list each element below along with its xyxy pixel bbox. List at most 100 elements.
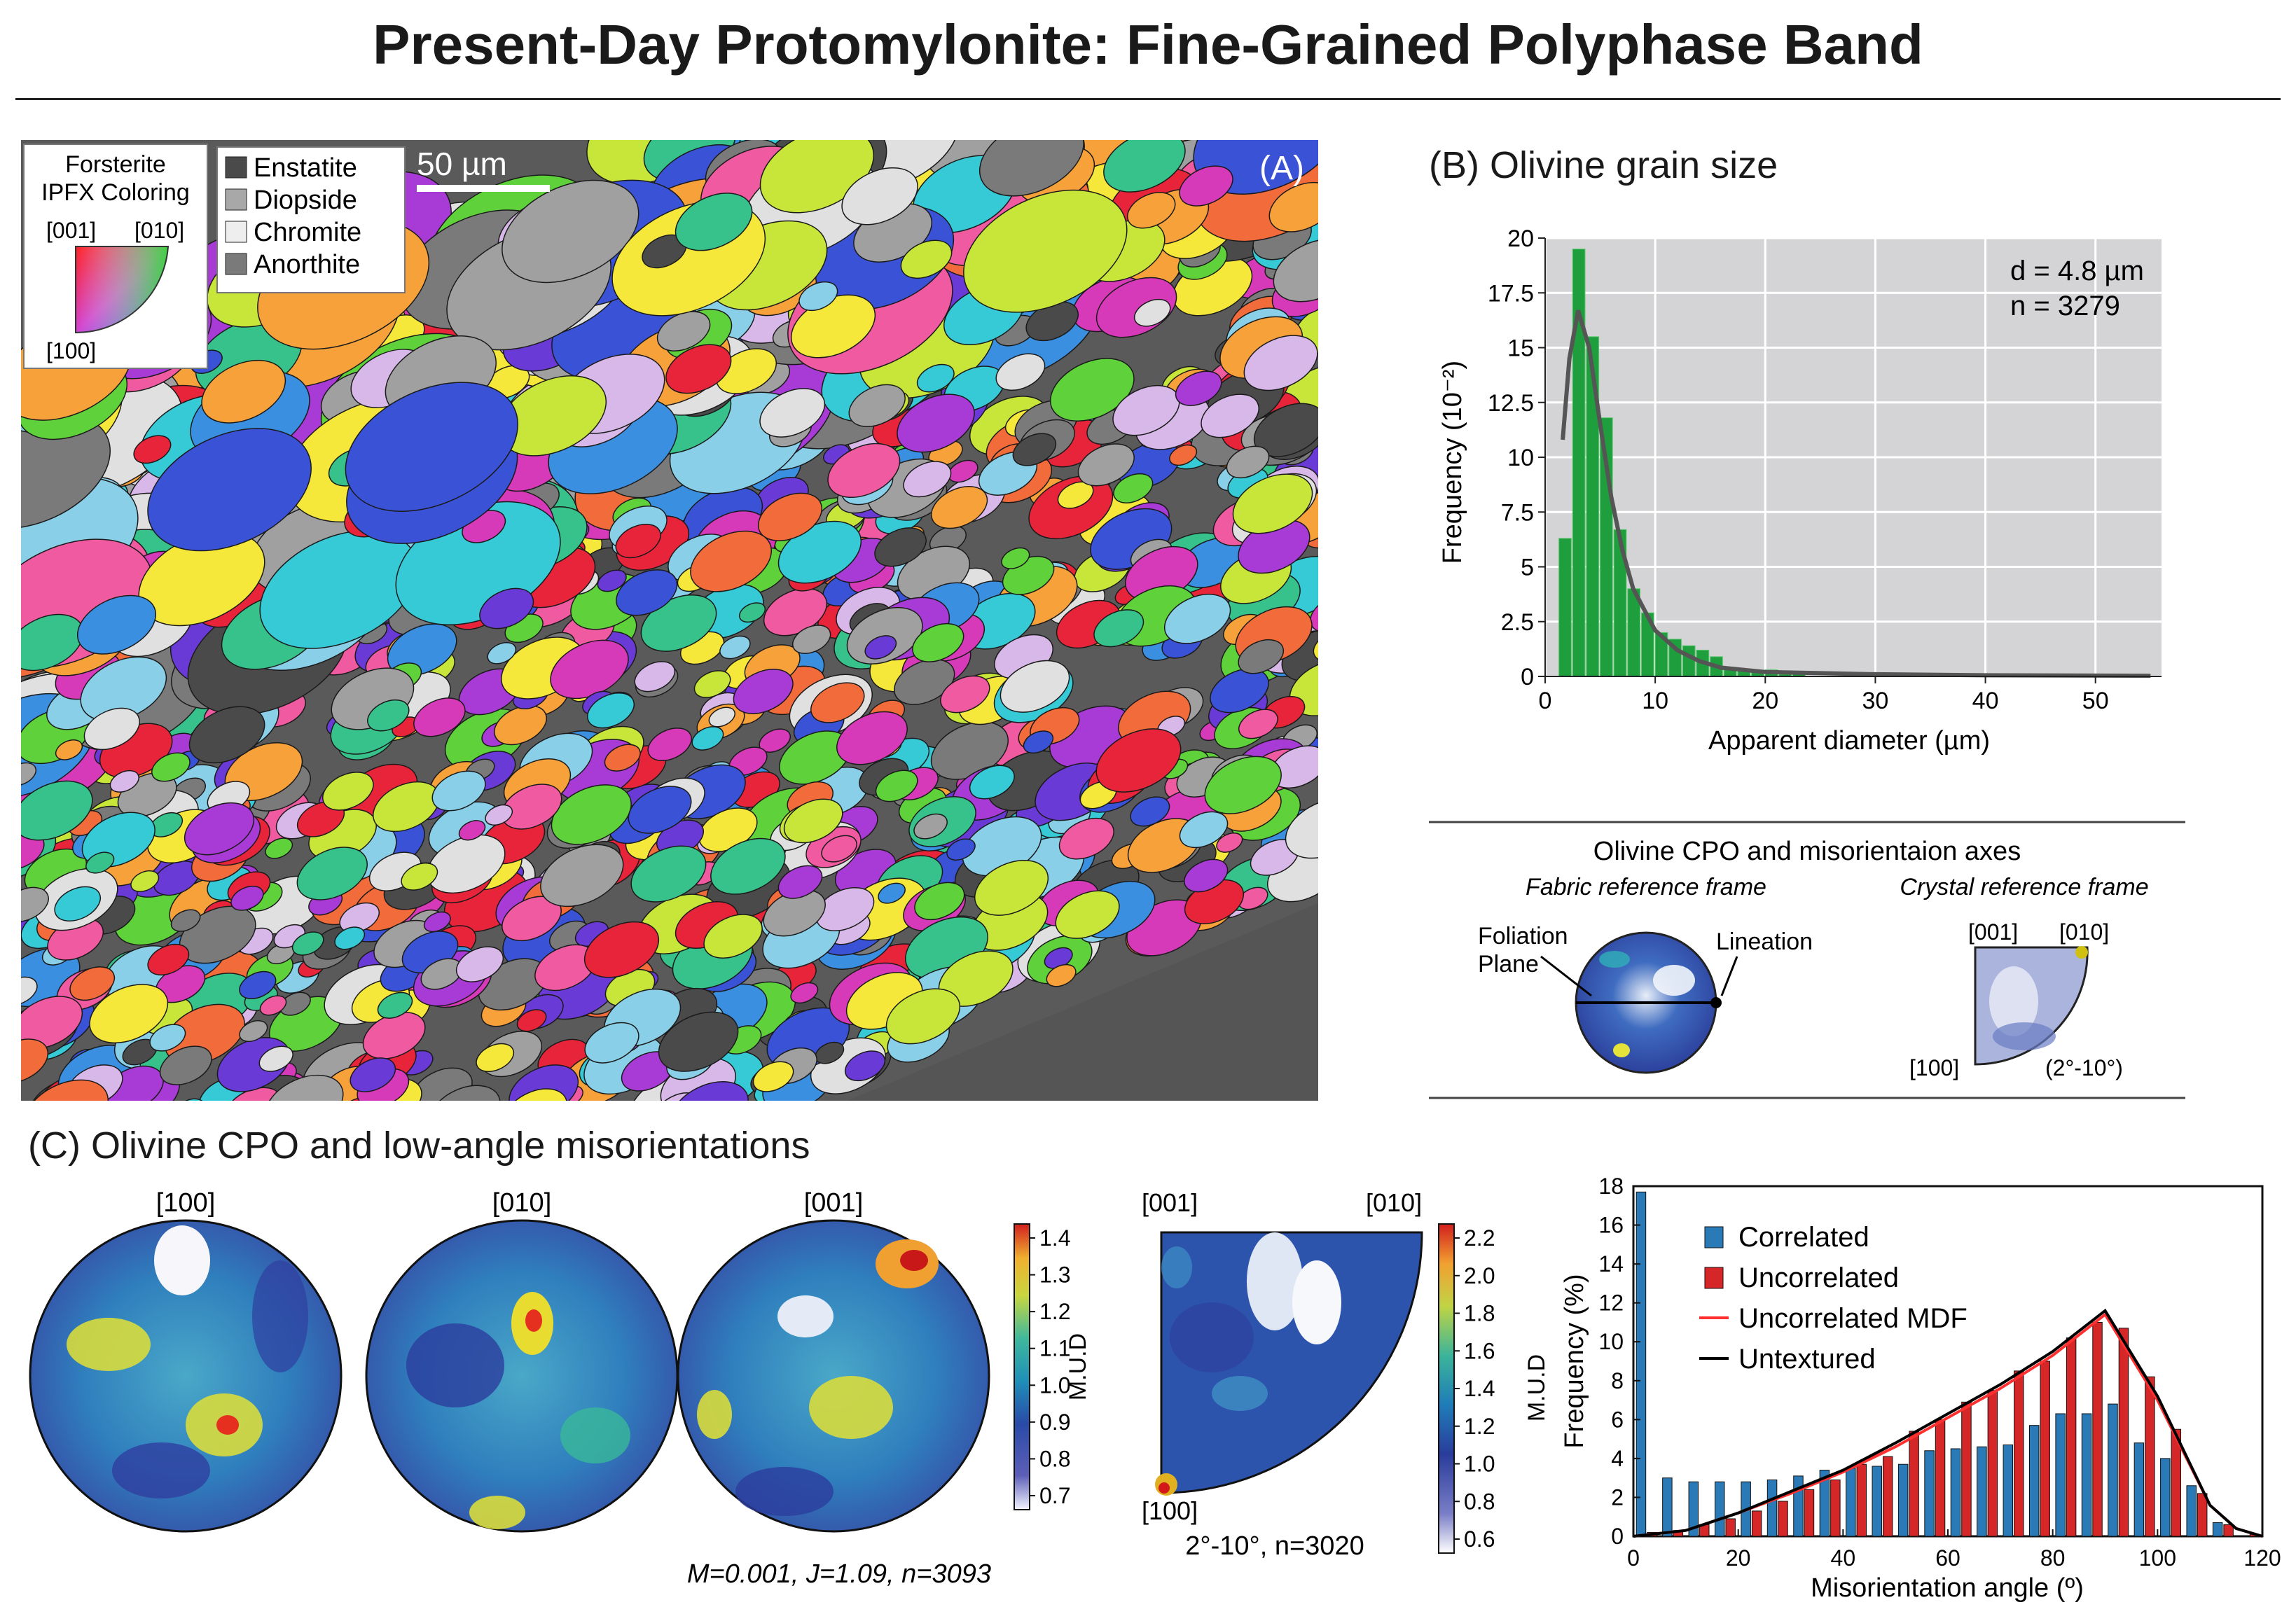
grain <box>1179 811 1229 849</box>
grain <box>914 882 965 921</box>
grain <box>188 706 265 764</box>
grain <box>1049 358 1135 422</box>
grain <box>587 692 635 729</box>
grain <box>230 885 264 911</box>
grain <box>54 886 102 921</box>
histogram-ytick: 15 <box>1507 335 1534 362</box>
grain <box>1046 963 1077 987</box>
colorbar-tick: 1.4 <box>1464 1376 1495 1401</box>
correlated-bar <box>2108 1403 2118 1537</box>
ipf-sector <box>1160 1231 1423 1494</box>
grain <box>1285 798 1318 859</box>
pole-figure-001 <box>677 1219 990 1533</box>
correlated-bar <box>2055 1413 2066 1537</box>
pf-010-label: [010] <box>492 1188 552 1218</box>
colorbar-tick: 2.2 <box>1464 1225 1495 1251</box>
grain <box>423 911 451 933</box>
grain <box>841 167 918 225</box>
uncorrelated-bar <box>2145 1376 2155 1537</box>
uncorrelated-bar <box>2197 1493 2208 1537</box>
grain <box>458 820 486 841</box>
grain <box>864 635 897 660</box>
ipf-stats: 2°-10°, n=3020 <box>1185 1531 1364 1561</box>
crystal-frame-label: Crystal reference frame <box>1900 874 2148 900</box>
grain <box>630 845 707 903</box>
grain <box>1077 443 1135 487</box>
grain <box>790 982 819 1004</box>
grain <box>940 675 990 714</box>
misorientation-legend: Correlated Uncorrelated Uncorrelated MDF… <box>1699 1222 1967 1375</box>
grain <box>259 995 287 1016</box>
legend-swatch-anorthite <box>225 253 247 275</box>
grain <box>1058 817 1114 860</box>
legend-swatch-enstatite <box>225 156 247 179</box>
grain <box>821 835 857 863</box>
uncorrelated-bar <box>1804 1489 1815 1537</box>
grain <box>21 762 37 786</box>
correlated-bar <box>2160 1458 2171 1537</box>
grain <box>431 770 486 812</box>
crystal-axis-100: [100] <box>1909 1055 1959 1080</box>
grain <box>21 780 93 841</box>
ebsd-phase-map: Forsterite IPFX Coloring [001] [010] [10… <box>21 140 1318 1101</box>
grain <box>848 384 906 427</box>
correlated-bar <box>2212 1522 2223 1537</box>
grain <box>387 623 457 676</box>
grain <box>1126 192 1176 229</box>
grain <box>1169 444 1198 466</box>
grain <box>345 382 518 512</box>
lineation-label: Lineation <box>1716 928 1813 955</box>
uncorrelated-bar <box>1987 1390 1998 1537</box>
grain <box>874 527 927 567</box>
grain <box>367 699 410 732</box>
misorientation-histogram: 0 20 40 60 80 100 120 0 2 4 6 8 10 12 14 16 18 Correlate… <box>1560 1174 2281 1603</box>
colorbar-tick: 1.2 <box>1464 1414 1495 1439</box>
grain <box>21 996 83 1049</box>
grain <box>147 428 312 552</box>
legend-swatch-correlated <box>1704 1226 1724 1248</box>
grain <box>974 860 1049 916</box>
grain-size-histogram: 0 10 20 30 40 50 0 2.5 5 7.5 10 12.5 15 17.5 20 d = 4.… <box>1438 225 2162 756</box>
misorientation-ytick: 12 <box>1598 1290 1624 1316</box>
grain <box>340 1097 373 1101</box>
grain <box>21 976 38 1006</box>
uncorrelated-bar <box>2040 1361 2050 1537</box>
histogram-xtick: 50 <box>2082 688 2109 714</box>
grain <box>1012 433 1057 466</box>
legend-enstatite: Enstatite <box>254 153 357 183</box>
grain <box>201 359 286 424</box>
colorbar-2-label: M.U.D <box>1523 1354 1550 1421</box>
grain <box>1163 593 1231 644</box>
grain <box>719 635 751 660</box>
legend-swatch-chromite <box>225 221 247 243</box>
grain <box>479 587 534 629</box>
untextured-line <box>1633 1308 2263 1538</box>
ipf-color-key: Forsterite IPFX Coloring [001] [010] [10… <box>23 144 208 369</box>
grain <box>1175 370 1222 406</box>
grain <box>584 1022 639 1064</box>
uncorrelated-bar <box>1751 1510 1762 1537</box>
histogram-ytick: 2.5 <box>1501 609 1534 636</box>
grain <box>931 486 988 529</box>
grain <box>1000 660 1070 713</box>
grain <box>777 865 823 899</box>
correlated-bar <box>1950 1448 1961 1537</box>
colorbar-tick: 1.8 <box>1464 1301 1495 1326</box>
grain <box>322 772 374 811</box>
grain <box>597 569 627 592</box>
correlated-bar <box>2134 1442 2145 1537</box>
grain <box>885 988 961 1045</box>
misorientation-xtick: 120 <box>2243 1545 2281 1571</box>
grain <box>21 886 49 922</box>
grain <box>55 739 83 760</box>
grain <box>1057 481 1094 509</box>
grain <box>827 443 901 498</box>
grain <box>69 966 116 1001</box>
grain <box>291 931 324 956</box>
grain <box>628 786 692 834</box>
correlated-bar <box>2186 1485 2197 1537</box>
grain <box>1001 547 1030 569</box>
colorbar-tick: 0.8 <box>1039 1446 1070 1471</box>
grain <box>401 862 438 891</box>
correlated-bar <box>1766 1479 1778 1537</box>
